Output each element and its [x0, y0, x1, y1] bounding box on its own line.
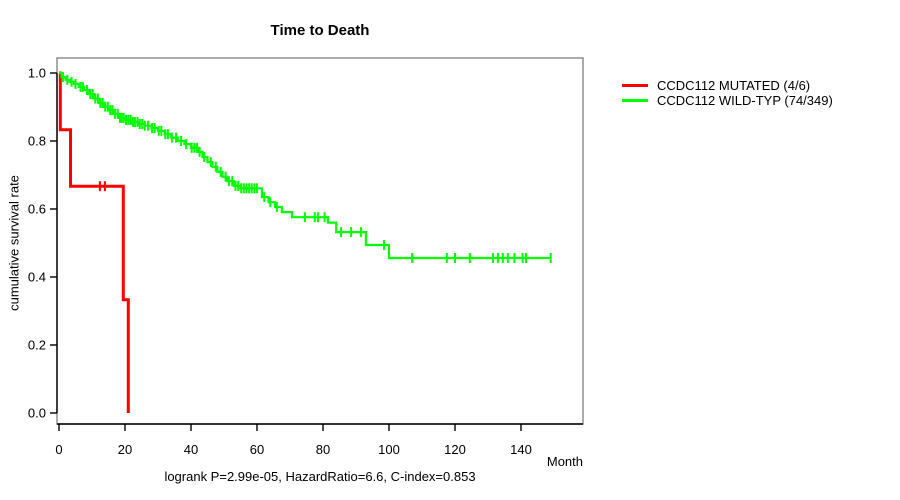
legend-line-mutated-icon	[622, 84, 648, 87]
legend-label-mutated: CCDC112 MUTATED (4/6)	[657, 78, 811, 93]
survival-curve-wildtype	[59, 71, 552, 263]
x-tick-label: 60	[250, 442, 264, 457]
x-tick-label: 100	[378, 442, 400, 457]
x-tick-label: 140	[510, 442, 532, 457]
x-tick-label: 80	[316, 442, 330, 457]
legend-label-wildtype: CCDC112 WILD-TYP (74/349)	[657, 93, 833, 108]
y-tick-label: 0.0	[28, 406, 46, 421]
y-tick-label: 0.2	[28, 338, 46, 353]
legend-item-wildtype: CCDC112 WILD-TYP (74/349)	[622, 94, 833, 107]
censor-marks-mutated	[98, 181, 106, 192]
y-axis-label: cumulative survival rate	[6, 175, 22, 311]
y-tick-label: 0.8	[28, 134, 46, 149]
y-tick-label: 1.0	[28, 66, 46, 81]
stats-annotation: logrank P=2.99e-05, HazardRatio=6.6, C-i…	[164, 469, 476, 484]
y-axis: 0.0 0.2 0.4 0.6 0.8 1.0	[28, 66, 58, 421]
y-tick-label: 0.4	[28, 270, 46, 285]
step-line	[59, 71, 551, 260]
legend: CCDC112 MUTATED (4/6) CCDC112 WILD-TYP (…	[622, 79, 833, 107]
x-axis: 0 20 40 60 80 100 120 140	[55, 423, 583, 457]
plot-box	[56, 57, 584, 425]
legend-line-wildtype-icon	[622, 99, 648, 102]
chart-title: Time to Death	[270, 22, 370, 39]
x-tick-label: 0	[55, 442, 62, 457]
x-tick-label: 40	[184, 442, 198, 457]
survival-curve-mutated	[58, 71, 130, 413]
step-line	[58, 71, 130, 413]
x-axis-label: Month	[546, 454, 583, 469]
censor-marks-wildtype	[62, 72, 552, 263]
x-tick-label: 120	[444, 442, 466, 457]
y-tick-label: 0.6	[28, 202, 46, 217]
legend-item-mutated: CCDC112 MUTATED (4/6)	[622, 79, 833, 92]
x-tick-label: 20	[118, 442, 132, 457]
